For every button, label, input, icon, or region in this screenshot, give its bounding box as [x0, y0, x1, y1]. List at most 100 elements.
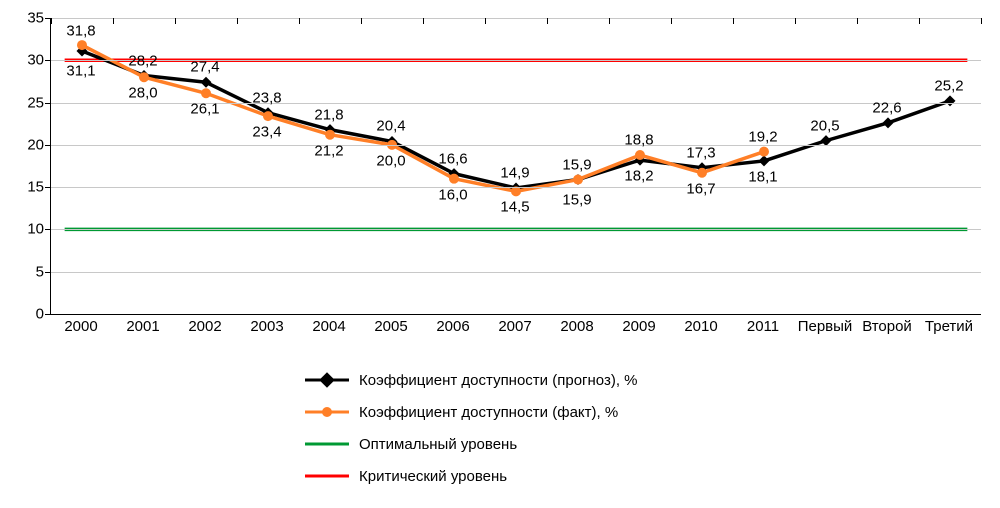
data-label-forecast: 15,9 — [562, 156, 591, 173]
x-tick-mark — [299, 18, 300, 24]
data-label-actual: 14,5 — [500, 199, 529, 216]
data-label-forecast: 27,4 — [190, 59, 219, 76]
x-tick-label: Третий — [925, 318, 973, 335]
x-tick-label: 2010 — [684, 318, 717, 335]
gridline — [51, 187, 981, 188]
data-label-forecast: 17,3 — [686, 144, 715, 161]
y-tick-label: 30 — [27, 52, 44, 69]
y-tick-label: 5 — [36, 263, 44, 280]
legend-swatch — [305, 466, 349, 486]
x-tick-label: 2005 — [374, 318, 407, 335]
legend-label: Оптимальный уровень — [359, 436, 517, 453]
data-label-forecast: 20,5 — [810, 117, 839, 134]
gridline — [51, 145, 981, 146]
x-tick-mark — [795, 18, 796, 24]
marker-actual — [139, 72, 149, 82]
x-tick-label: 2003 — [250, 318, 283, 335]
x-tick-mark — [981, 18, 982, 24]
legend-marker-icon — [322, 407, 332, 417]
marker-actual — [449, 174, 459, 184]
marker-actual — [759, 147, 769, 157]
y-tick-label: 25 — [27, 94, 44, 111]
gridline — [51, 229, 981, 230]
x-tick-label: Первый — [798, 318, 853, 335]
x-tick-label: 2009 — [622, 318, 655, 335]
x-tick-mark — [485, 18, 486, 24]
marker-actual — [201, 88, 211, 98]
x-tick-label: 2004 — [312, 318, 345, 335]
data-label-forecast: 23,8 — [252, 89, 281, 106]
x-tick-label: 2000 — [64, 318, 97, 335]
data-label-forecast: 14,9 — [500, 164, 529, 181]
data-label-actual: 15,9 — [562, 191, 591, 208]
y-axis-labels: 05101520253035 — [0, 0, 50, 508]
legend-item: Коэффициент доступности (прогноз), % — [305, 370, 638, 390]
data-label-actual: 28,0 — [128, 85, 157, 102]
data-label-forecast: 18,1 — [748, 168, 777, 185]
x-tick-label: 2008 — [560, 318, 593, 335]
legend-swatch — [305, 402, 349, 422]
legend-label: Коэффициент доступности (факт), % — [359, 404, 618, 421]
legend-label: Критический уровень — [359, 468, 507, 485]
marker-forecast — [945, 95, 956, 106]
gridline — [51, 18, 981, 19]
x-tick-label: 2007 — [498, 318, 531, 335]
data-label-forecast: 31,1 — [66, 62, 95, 79]
marker-forecast — [759, 155, 770, 166]
x-axis-labels: 2000200120022003200420052006200720082009… — [0, 314, 1000, 344]
x-tick-label: Второй — [862, 318, 912, 335]
data-label-actual: 31,8 — [66, 23, 95, 40]
data-label-forecast: 20,4 — [376, 118, 405, 135]
legend-swatch — [305, 434, 349, 454]
x-tick-label: 2001 — [126, 318, 159, 335]
marker-actual — [697, 168, 707, 178]
marker-forecast — [201, 77, 212, 88]
x-tick-mark — [423, 18, 424, 24]
data-label-actual: 18,8 — [624, 132, 653, 149]
x-tick-label: 2006 — [436, 318, 469, 335]
marker-actual — [77, 40, 87, 50]
x-tick-mark — [175, 18, 176, 24]
data-label-forecast: 25,2 — [934, 77, 963, 94]
data-label-actual: 21,2 — [314, 142, 343, 159]
data-label-actual: 19,2 — [748, 128, 777, 145]
data-label-forecast: 16,6 — [438, 150, 467, 167]
x-tick-mark — [113, 18, 114, 24]
y-tick-mark — [45, 272, 51, 273]
x-tick-mark — [237, 18, 238, 24]
y-tick-mark — [45, 187, 51, 188]
data-label-actual: 26,1 — [190, 101, 219, 118]
y-tick-mark — [45, 103, 51, 104]
y-tick-mark — [45, 60, 51, 61]
data-label-actual: 20,0 — [376, 152, 405, 169]
legend-item: Оптимальный уровень — [305, 434, 638, 454]
gridline — [51, 272, 981, 273]
y-tick-label: 15 — [27, 179, 44, 196]
x-tick-mark — [919, 18, 920, 24]
y-tick-mark — [45, 229, 51, 230]
data-label-actual: 23,4 — [252, 124, 281, 141]
legend: Коэффициент доступности (прогноз), % Коэф… — [305, 370, 638, 498]
series-line-actual — [82, 45, 764, 191]
y-tick-mark — [45, 145, 51, 146]
x-tick-mark — [609, 18, 610, 24]
marker-actual — [325, 130, 335, 140]
x-tick-label: 2011 — [747, 318, 779, 335]
x-tick-mark — [51, 18, 52, 24]
legend-item: Коэффициент доступности (факт), % — [305, 402, 638, 422]
data-label-forecast: 21,8 — [314, 106, 343, 123]
data-label-actual: 16,7 — [686, 180, 715, 197]
x-tick-mark — [547, 18, 548, 24]
marker-actual — [263, 111, 273, 121]
data-label-forecast: 18,2 — [624, 168, 653, 185]
legend-item: Критический уровень — [305, 466, 638, 486]
data-label-actual: 16,0 — [438, 186, 467, 203]
x-tick-mark — [671, 18, 672, 24]
data-label-forecast: 28,2 — [128, 52, 157, 69]
marker-actual — [635, 150, 645, 160]
x-tick-mark — [361, 18, 362, 24]
legend-swatch — [305, 370, 349, 390]
legend-marker-icon — [319, 372, 335, 388]
y-tick-label: 35 — [27, 10, 44, 27]
x-tick-mark — [857, 18, 858, 24]
